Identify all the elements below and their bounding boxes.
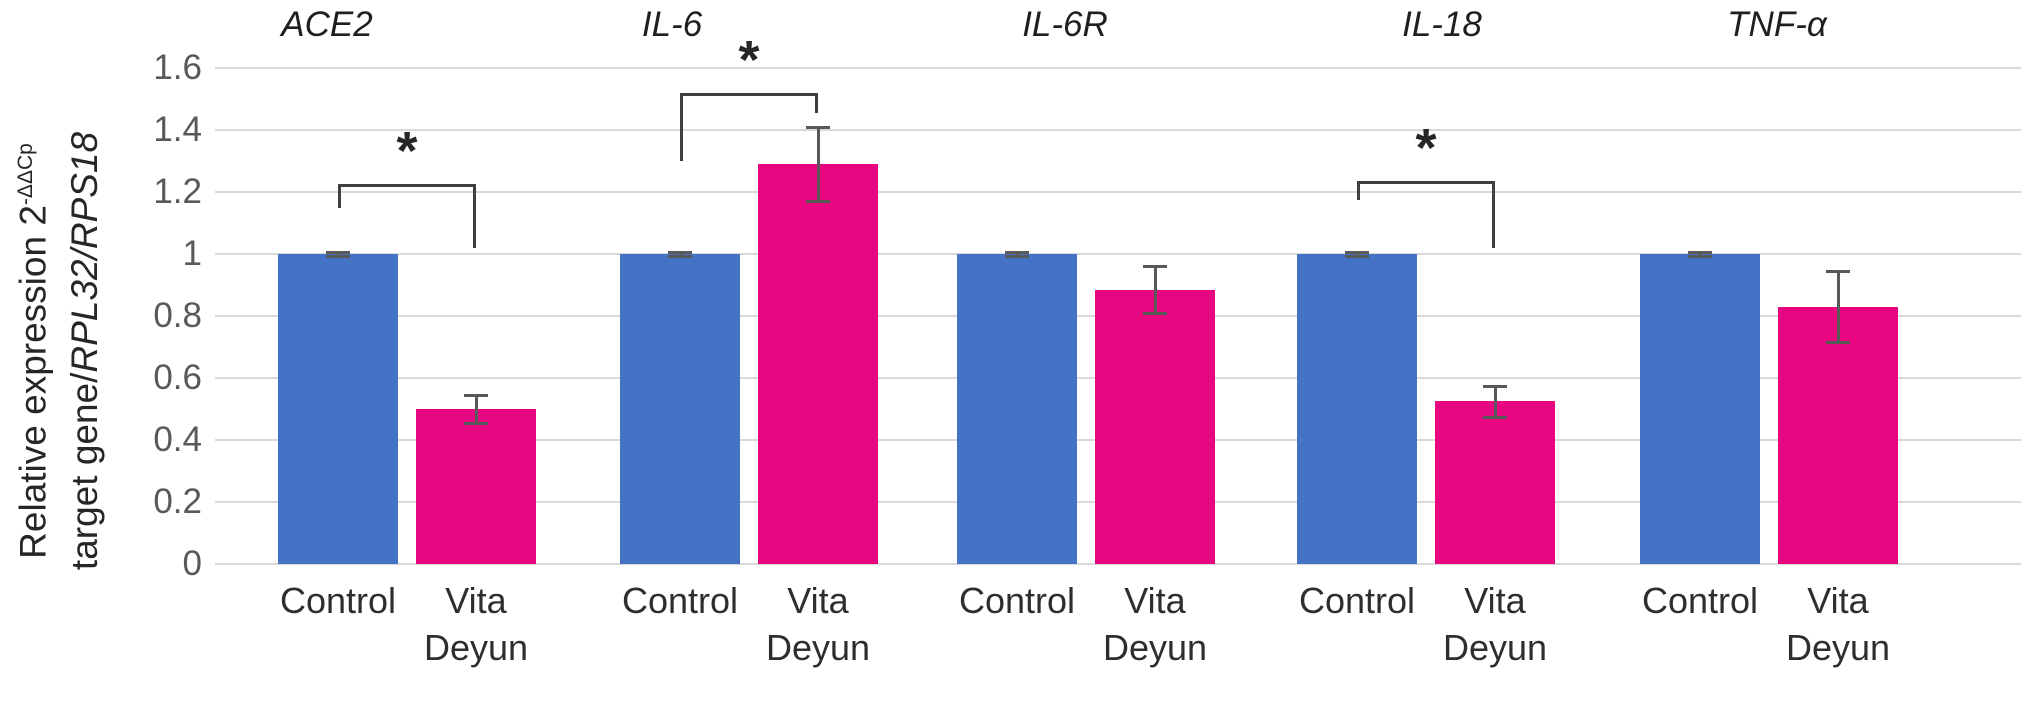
x-tick-label-control: Control bbox=[621, 580, 739, 621]
gridline bbox=[215, 253, 2021, 255]
y-tick-label: 1.2 bbox=[153, 172, 202, 211]
y-tick-label: 0.2 bbox=[153, 482, 202, 521]
bar-control bbox=[1297, 254, 1417, 564]
error-bar bbox=[817, 126, 820, 202]
significance-bracket-right-arm bbox=[815, 92, 818, 113]
error-bar-cap bbox=[1005, 250, 1029, 254]
bar-control bbox=[1640, 254, 1760, 564]
x-tick-label-vita-deyun: Vita Deyun bbox=[1045, 577, 1265, 671]
x-tick-label-vita-deyun: Vita Deyun bbox=[1728, 577, 1948, 671]
error-bar bbox=[679, 251, 682, 257]
error-bar-cap bbox=[1345, 255, 1369, 259]
error-bar bbox=[1837, 271, 1840, 343]
y-axis-title-text: Relative expression 2 bbox=[12, 205, 54, 559]
error-bar-cap bbox=[464, 421, 488, 425]
error-bar-cap bbox=[326, 255, 350, 259]
bar-vita-deyun bbox=[1435, 401, 1555, 564]
error-bar-cap bbox=[1143, 265, 1167, 269]
bar-control bbox=[278, 254, 398, 564]
x-tick-label-line: Vita bbox=[1464, 580, 1526, 621]
panel-title: IL-6 bbox=[641, 5, 703, 44]
significance-star: * bbox=[738, 29, 760, 90]
x-tick-label-line: Deyun bbox=[765, 627, 871, 668]
x-tick-label-line: Deyun bbox=[1442, 627, 1548, 668]
error-bar-cap bbox=[668, 250, 692, 254]
y-tick-label: 0.4 bbox=[153, 420, 202, 459]
bar-control bbox=[957, 254, 1077, 564]
error-bar-cap bbox=[464, 394, 488, 398]
x-tick-label-control: Control bbox=[958, 580, 1076, 621]
x-tick-label-line: Vita bbox=[1124, 580, 1186, 621]
x-tick-label-line: Vita bbox=[787, 580, 849, 621]
significance-bracket-left-arm bbox=[680, 92, 683, 161]
y-tick-label: 0.8 bbox=[153, 296, 202, 335]
error-bar bbox=[475, 395, 478, 423]
error-bar-cap bbox=[326, 250, 350, 254]
significance-bracket-top bbox=[1357, 181, 1495, 185]
panel-title: IL-18 bbox=[1402, 5, 1482, 44]
error-bar bbox=[1016, 251, 1019, 257]
x-tick-label-line: Deyun bbox=[1102, 627, 1208, 668]
bar-vita-deyun bbox=[758, 164, 878, 564]
significance-bracket-right-arm bbox=[473, 184, 476, 248]
y-tick-label: 0.6 bbox=[153, 358, 202, 397]
x-tick-label-line: Deyun bbox=[1785, 627, 1891, 668]
x-tick-label-line: Vita bbox=[1807, 580, 1869, 621]
gridline bbox=[215, 67, 2021, 69]
error-bar-cap bbox=[1688, 255, 1712, 259]
bar-control bbox=[620, 254, 740, 564]
x-tick-label-vita-deyun: Vita Deyun bbox=[708, 577, 928, 671]
x-tick-label-control: Control bbox=[279, 580, 397, 621]
x-tick-label-control: Control bbox=[1641, 580, 1759, 621]
y-axis-title-gene-prefix: target gene/ bbox=[64, 372, 106, 571]
y-tick-label: 0 bbox=[182, 544, 202, 583]
y-axis-title: Relative expression 2-ΔΔCp target gene/R… bbox=[0, 0, 108, 702]
panel-title: TNF-α bbox=[1727, 5, 1827, 44]
x-tick-label-vita-deyun: Vita Deyun bbox=[366, 577, 586, 671]
x-tick-label-line: Vita bbox=[445, 580, 507, 621]
y-tick-label: 1.6 bbox=[153, 48, 202, 87]
significance-bracket-left-arm bbox=[1357, 181, 1360, 200]
significance-bracket-left-arm bbox=[338, 184, 341, 208]
error-bar-cap bbox=[1688, 250, 1712, 254]
error-bar-cap bbox=[1826, 270, 1850, 274]
error-bar bbox=[337, 251, 340, 257]
y-axis-title-superscript: -ΔΔCp bbox=[14, 143, 37, 206]
error-bar-cap bbox=[1143, 311, 1167, 315]
x-tick-label-line: Deyun bbox=[423, 627, 529, 668]
y-axis-title-line2: target gene/RPL32/RPS18 bbox=[59, 0, 111, 702]
error-bar-cap bbox=[1345, 250, 1369, 254]
gridline bbox=[215, 129, 2021, 131]
significance-bracket-top bbox=[680, 92, 818, 96]
bar-vita-deyun bbox=[1778, 306, 1898, 564]
y-tick-label: 1.4 bbox=[153, 110, 202, 149]
error-bar-cap bbox=[1483, 384, 1507, 388]
gridline bbox=[215, 563, 2021, 565]
error-bar bbox=[1154, 266, 1157, 313]
gridline bbox=[215, 191, 2021, 193]
panel-title: IL-6R bbox=[1022, 5, 1108, 44]
y-axis-title-line1: Relative expression 2-ΔΔCp bbox=[0, 0, 59, 702]
error-bar bbox=[1356, 251, 1359, 257]
error-bar-cap bbox=[1483, 415, 1507, 419]
significance-bracket-top bbox=[338, 184, 476, 188]
x-tick-label-vita-deyun: Vita Deyun bbox=[1385, 577, 1605, 671]
error-bar-cap bbox=[1005, 255, 1029, 259]
bar-vita-deyun bbox=[416, 409, 536, 564]
y-tick-label: 1 bbox=[182, 234, 202, 273]
x-tick-label-control: Control bbox=[1298, 580, 1416, 621]
error-bar bbox=[1699, 251, 1702, 257]
error-bar bbox=[1494, 385, 1497, 417]
bar-vita-deyun bbox=[1095, 289, 1215, 564]
error-bar-cap bbox=[1826, 341, 1850, 345]
error-bar-cap bbox=[668, 255, 692, 259]
significance-bracket-right-arm bbox=[1492, 181, 1495, 248]
significance-star: * bbox=[1415, 118, 1437, 179]
panel-title: ACE2 bbox=[281, 5, 373, 44]
significance-star: * bbox=[396, 121, 418, 182]
error-bar-cap bbox=[806, 200, 830, 204]
error-bar-cap bbox=[806, 125, 830, 129]
